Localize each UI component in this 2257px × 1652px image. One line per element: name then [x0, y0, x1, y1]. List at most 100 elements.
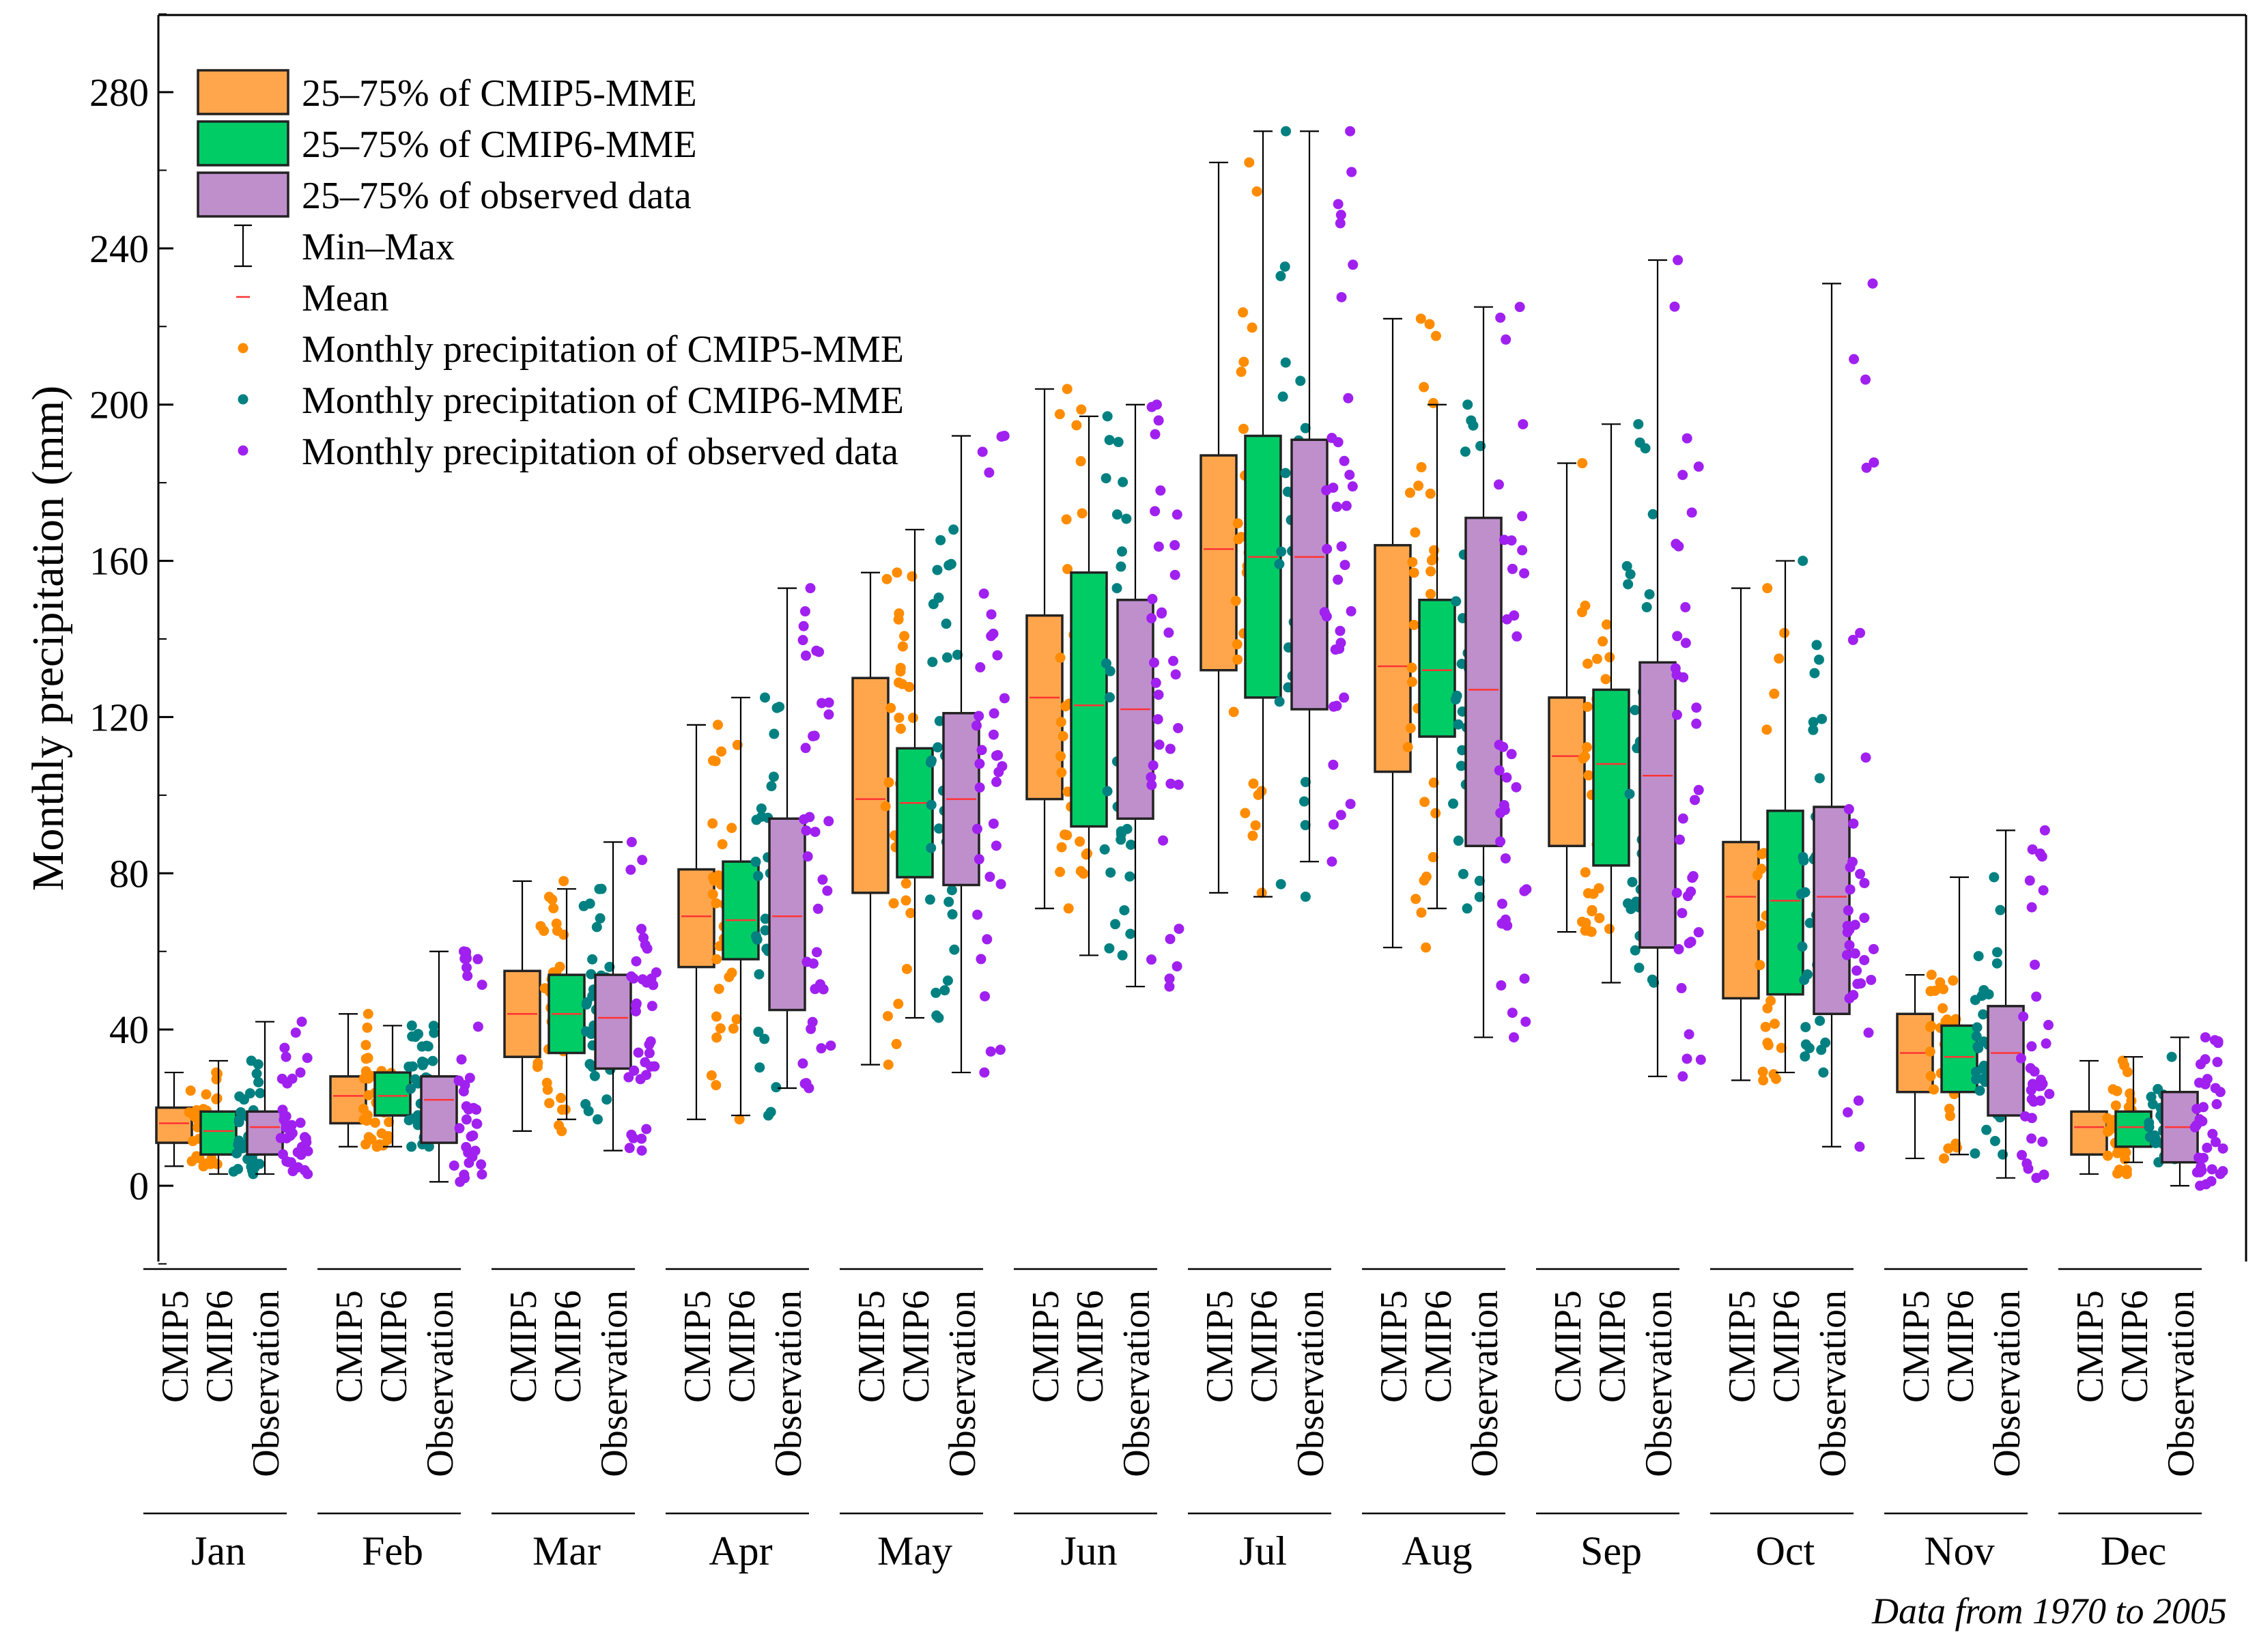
- data-point: [988, 628, 999, 639]
- data-point: [1339, 692, 1350, 703]
- data-point: [1430, 808, 1441, 818]
- data-point: [1867, 278, 1878, 289]
- data-point: [800, 650, 811, 661]
- data-point: [384, 1117, 395, 1128]
- month-group-sep: CMIP5 CMIP6 Observation Sep: [1536, 255, 1706, 1573]
- data-point: [462, 962, 472, 973]
- data-point: [2119, 1060, 2130, 1071]
- data-point: [2215, 1087, 2226, 1098]
- data-point: [2039, 1169, 2049, 1180]
- data-point: [1630, 704, 1641, 715]
- data-point: [734, 1114, 745, 1125]
- data-point: [766, 781, 777, 792]
- data-point: [1453, 836, 1464, 846]
- data-point: [1416, 461, 1427, 472]
- data-point: [416, 1041, 427, 1052]
- data-point: [2027, 844, 2038, 855]
- category-label-cmip6: CMIP6: [1591, 1290, 1634, 1403]
- iqr-box: [420, 1075, 458, 1144]
- data-point: [988, 729, 999, 740]
- data-point: [1105, 666, 1116, 677]
- data-point: [952, 649, 963, 660]
- data-point: [752, 934, 763, 945]
- data-point: [760, 692, 771, 703]
- month-label-apr: Apr: [709, 1528, 772, 1573]
- iqr-box: [1070, 571, 1108, 828]
- data-point: [1581, 742, 1592, 753]
- data-point: [2031, 991, 2042, 1002]
- legend-swatch-box: [197, 69, 289, 115]
- data-point: [1671, 887, 1682, 898]
- data-point: [1501, 772, 1512, 783]
- data-point: [553, 1120, 564, 1131]
- data-point: [2036, 851, 2047, 862]
- data-point: [1061, 514, 1072, 525]
- data-point: [362, 1022, 373, 1033]
- data-point: [1691, 702, 1702, 713]
- data-point: [1415, 313, 1426, 324]
- data-point: [1691, 718, 1702, 729]
- data-point: [901, 963, 912, 974]
- data-point: [1756, 864, 1767, 874]
- iqr-box: [2070, 1110, 2108, 1156]
- category-label-obs: Observation: [419, 1290, 462, 1477]
- data-point: [1149, 657, 1160, 668]
- data-point: [1425, 588, 1436, 599]
- data-point: [2211, 1099, 2222, 1110]
- data-point: [201, 1089, 212, 1100]
- data-point: [358, 1073, 369, 1084]
- month-label-mar: Mar: [533, 1528, 601, 1573]
- data-point: [1163, 627, 1174, 638]
- data-point: [1172, 509, 1182, 520]
- data-point: [586, 1029, 597, 1040]
- data-point: [2166, 1051, 2177, 1062]
- data-point: [468, 1130, 479, 1141]
- data-point: [1758, 1075, 1769, 1086]
- category-label-obs: Observation: [1116, 1290, 1158, 1477]
- data-point: [1496, 980, 1507, 991]
- data-point: [892, 567, 903, 578]
- data-point: [1493, 479, 1504, 490]
- data-point: [885, 702, 896, 713]
- data-point: [907, 713, 918, 724]
- category-label-cmip5: CMIP5: [154, 1290, 197, 1403]
- data-point: [1300, 892, 1311, 902]
- data-point: [1228, 707, 1239, 717]
- data-point: [1761, 724, 1772, 735]
- data-point: [1686, 886, 1697, 897]
- data-point: [1849, 354, 1860, 365]
- legend-item-2: 25–75% of observed data: [197, 171, 692, 218]
- data-point: [805, 583, 816, 594]
- month-label-jul: Jul: [1239, 1528, 1287, 1573]
- data-point: [1500, 853, 1511, 864]
- data-point: [1336, 541, 1347, 552]
- data-point: [801, 825, 812, 836]
- data-point: [1634, 437, 1645, 448]
- data-point: [1684, 938, 1694, 949]
- month-group-nov: CMIP5 CMIP6 Observation Nov: [1884, 825, 2055, 1573]
- data-point: [454, 1123, 465, 1134]
- data-point: [1868, 943, 1879, 954]
- data-point: [1800, 1039, 1811, 1050]
- month-group-mar: CMIP5 CMIP6 Observation Mar: [492, 837, 662, 1573]
- data-point: [1169, 569, 1180, 580]
- data-point: [1499, 535, 1509, 545]
- data-point: [1062, 384, 1073, 395]
- category-label-cmip6: CMIP6: [1243, 1290, 1286, 1403]
- data-point: [980, 991, 991, 1001]
- data-point: [635, 1074, 646, 1085]
- data-point: [1582, 658, 1593, 669]
- data-point: [1498, 741, 1509, 752]
- month-label-feb: Feb: [362, 1528, 423, 1573]
- data-point: [1105, 867, 1116, 878]
- data-point: [1406, 662, 1417, 673]
- data-point: [1057, 730, 1068, 741]
- data-point: [1331, 501, 1342, 512]
- data-point: [1078, 868, 1089, 879]
- data-point: [586, 969, 597, 980]
- data-point: [2025, 1063, 2036, 1074]
- category-label-cmip6: CMIP6: [1940, 1290, 1982, 1403]
- data-point: [1147, 594, 1158, 605]
- data-point: [2026, 1133, 2037, 1144]
- data-point: [984, 467, 995, 478]
